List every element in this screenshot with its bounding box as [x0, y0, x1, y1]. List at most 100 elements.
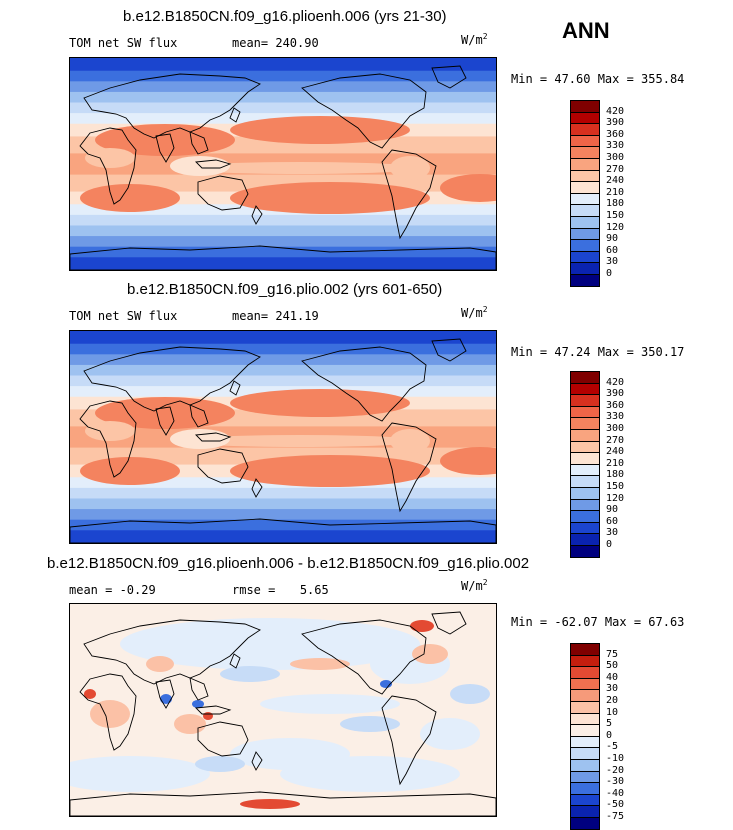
colorbar-tick-label: 420	[606, 105, 625, 117]
coastline	[197, 721, 249, 757]
panel-1-colorbar: 420 390 360 330 300 270 240 210 180 150 120 90 60 30 0	[570, 100, 670, 287]
coastline	[381, 695, 437, 786]
colorbar-swatch	[571, 182, 599, 194]
panel-3-mean-label: mean = -0.29	[69, 583, 156, 597]
colorbar-tick-label: 120	[606, 492, 625, 504]
panel-1-units: W/m2	[461, 32, 488, 47]
cold-patch	[160, 694, 172, 704]
subtropic-max	[95, 124, 235, 156]
colorbar-tick-label: 180	[606, 469, 625, 481]
colorbar-swatch	[571, 124, 599, 136]
latitude-band	[70, 498, 496, 510]
colorbar-tick-label: -5	[606, 741, 619, 753]
colorbar-tick-label: -30	[606, 776, 625, 788]
panel-2-title: b.e12.B1850CN.f09_g16.plio.002 (yrs 601-…	[127, 281, 443, 298]
panel-2-colorbar-boxes	[570, 371, 600, 558]
amazon	[390, 156, 430, 180]
colorbar-tick-label: 330	[606, 411, 625, 423]
panel-3-colorbar-boxes	[570, 643, 600, 830]
colorbar-swatch	[571, 678, 599, 691]
coastline	[251, 751, 263, 771]
subtropic-max	[80, 457, 180, 485]
colorbar-swatch	[571, 372, 599, 384]
subtropic-max	[230, 455, 430, 487]
colorbar-swatch	[571, 216, 599, 229]
panel-3-title: b.e12.B1850CN.f09_g16.plioenh.006 - b.e1…	[47, 555, 530, 572]
coastline	[189, 131, 209, 155]
pos-patch	[146, 656, 174, 672]
colorbar-swatch	[571, 101, 599, 113]
colorbar-tick-label: 390	[606, 117, 625, 129]
colorbar-swatch	[571, 690, 599, 702]
hot-patch	[410, 620, 434, 632]
colorbar-tick-label: 0	[606, 268, 613, 279]
coastline	[189, 404, 209, 428]
colorbar-tick-label: 180	[606, 198, 625, 210]
neg-patch	[260, 694, 400, 714]
latitude-band	[70, 509, 496, 521]
neg-patch	[230, 738, 350, 770]
colorbar-tick-label: 240	[606, 175, 625, 187]
coastline	[197, 175, 249, 211]
latitude-band	[70, 236, 496, 248]
coastline	[79, 673, 137, 751]
latitude-band	[70, 70, 496, 82]
colorbar-swatch	[571, 228, 599, 241]
colorbar-tick-label: -50	[606, 799, 625, 811]
coastline	[189, 677, 209, 701]
latitude-band	[70, 58, 496, 72]
pos-patch	[412, 644, 448, 664]
colorbar-swatch	[571, 429, 599, 442]
season-label: ANN	[562, 18, 610, 43]
colorbar-swatch	[571, 771, 599, 784]
neg-patch	[195, 756, 245, 772]
latitude-band	[70, 487, 496, 499]
coastline	[301, 346, 427, 422]
colorbar-swatch	[571, 263, 599, 275]
panel-1-title: b.e12.B1850CN.f09_g16.plioenh.006 (yrs 2…	[123, 8, 447, 25]
panel-2-variable-label: TOM net SW flux	[69, 309, 178, 323]
colorbar-tick-label: 30	[606, 683, 619, 695]
coastline	[83, 73, 261, 139]
latitude-band	[70, 102, 496, 114]
neg-patch	[120, 618, 420, 670]
coastline	[381, 422, 437, 513]
panel-2-minmax: Min = 47.24 Max = 350.17	[511, 345, 685, 359]
colorbar-swatch	[571, 395, 599, 407]
neg-patch	[420, 718, 480, 750]
coastline	[381, 149, 437, 240]
colorbar-tick-label: -40	[606, 787, 625, 799]
colorbar-swatch	[571, 736, 599, 749]
colorbar-tick-label: 420	[606, 376, 625, 388]
central-africa	[85, 421, 135, 441]
cold-patch	[380, 680, 392, 688]
latitude-band	[70, 530, 496, 543]
subtropic-max	[440, 447, 496, 475]
latitude-band	[70, 375, 496, 387]
colorbar-tick-label: 90	[606, 504, 619, 516]
colorbar-tick-label: 5	[606, 718, 613, 730]
coastline	[301, 73, 427, 149]
panel-2-stat-label: mean=	[232, 309, 269, 323]
colorbar-swatch	[571, 759, 599, 772]
central-africa	[85, 148, 135, 168]
colorbar-tick-label: 10	[606, 706, 619, 718]
colorbar-swatch	[571, 453, 599, 465]
subtropic-max	[230, 116, 410, 144]
colorbar-tick-label: 75	[606, 648, 619, 660]
colorbar-swatch	[571, 817, 599, 829]
coastline	[195, 159, 232, 169]
colorbar-swatch	[571, 713, 599, 726]
colorbar-tick-label: 300	[606, 152, 625, 163]
colorbar-tick-label: 20	[606, 695, 619, 706]
coastline	[79, 127, 137, 205]
pos-patch	[90, 700, 130, 728]
coastline	[70, 245, 496, 270]
panel-1-map	[69, 57, 497, 271]
colorbar-tick-label: 50	[606, 660, 619, 672]
colorbar-swatch	[571, 251, 599, 264]
colorbar-tick-label: 30	[606, 527, 619, 539]
panel-2-stat-value: 241.19	[275, 309, 319, 323]
coastline	[83, 619, 261, 685]
colorbar-swatch	[571, 193, 599, 206]
